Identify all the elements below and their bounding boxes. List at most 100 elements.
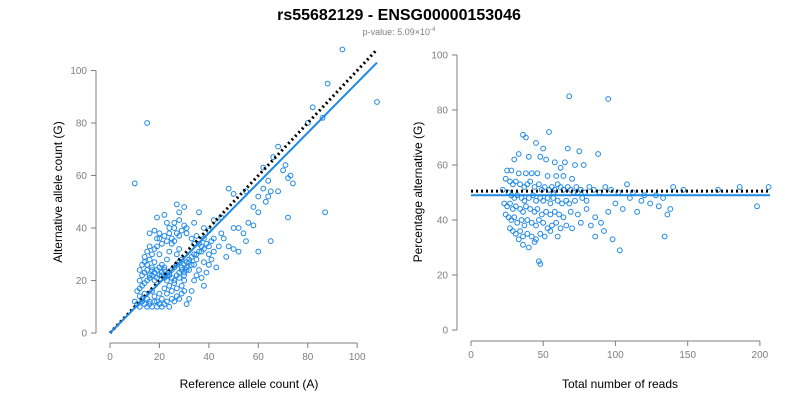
left-data-point — [156, 251, 163, 258]
left-data-point — [166, 230, 173, 237]
right-data-point — [583, 197, 590, 204]
right-x-axis-title: Total number of reads — [562, 377, 678, 391]
left-data-point — [176, 233, 183, 239]
right-data-point — [533, 222, 539, 229]
left-data-point — [146, 256, 153, 263]
right-data-point — [507, 200, 513, 207]
right-data-point — [523, 134, 529, 141]
right-data-point — [524, 217, 531, 223]
left-data-point — [285, 175, 291, 182]
right-data-point — [566, 200, 573, 207]
right-data-point — [595, 151, 601, 157]
left-data-point — [149, 251, 155, 258]
right-scatter-panel: 0 20 40 60 80 100 0 50 100 150 200 Total number of… — [411, 51, 772, 391]
right-data-point — [510, 206, 516, 212]
right-x-tick-label: 100 — [607, 350, 624, 361]
left-data-point — [144, 248, 151, 255]
right-data-point — [556, 211, 562, 218]
left-data-point — [223, 254, 230, 260]
right-data-point — [537, 230, 544, 237]
right-data-point — [518, 195, 525, 201]
right-data-point — [569, 175, 575, 182]
right-data-point — [523, 203, 529, 210]
left-data-point — [206, 261, 212, 268]
left-data-point — [166, 225, 173, 231]
left-data-point — [191, 240, 198, 247]
left-data-point — [215, 243, 222, 250]
left-data-point — [166, 282, 173, 289]
left-data-point — [255, 248, 262, 255]
right-data-point — [567, 208, 574, 215]
left-data-point — [136, 267, 143, 273]
left-data-point — [240, 230, 247, 237]
left-data-point — [208, 256, 215, 263]
left-data-point — [201, 282, 207, 289]
left-data-point — [176, 209, 183, 216]
right-data-point — [655, 203, 662, 210]
left-scatter-panel: 0 20 40 60 80 100 0 20 40 60 80 100 Reference allel… — [51, 46, 380, 391]
left-data-point — [196, 267, 202, 273]
left-data-point — [166, 303, 173, 310]
left-data-point — [225, 243, 232, 250]
right-data-point — [592, 233, 599, 240]
right-data-point — [534, 206, 541, 212]
left-data-point — [324, 80, 331, 87]
right-data-point — [765, 184, 772, 190]
left-x-tick-label: 60 — [253, 352, 265, 363]
left-data-point — [166, 248, 173, 255]
right-data-point — [523, 170, 529, 177]
left-data-point — [161, 212, 168, 218]
right-data-point — [547, 211, 554, 218]
left-data-point — [173, 251, 180, 258]
left-data-point — [131, 180, 138, 187]
right-data-point — [563, 197, 570, 204]
right-data-point — [511, 195, 518, 201]
right-axes: 0 20 40 60 80 100 0 50 100 150 200 — [431, 51, 768, 362]
left-x-tick-label: 40 — [203, 352, 215, 363]
right-data-point — [521, 222, 528, 229]
right-data-point — [634, 208, 640, 215]
left-data-point — [151, 259, 158, 266]
left-data-point — [156, 290, 163, 297]
right-data-point — [540, 145, 547, 152]
left-data-point — [213, 264, 220, 271]
right-data-point — [612, 200, 619, 207]
left-data-point — [136, 277, 143, 284]
right-data-point — [521, 184, 528, 190]
left-data-point — [304, 120, 311, 126]
right-data-point — [580, 162, 587, 168]
left-data-point — [188, 235, 195, 242]
right-data-point — [624, 181, 630, 188]
left-data-point — [262, 198, 269, 205]
left-x-axis-title: Reference allele count (A) — [180, 377, 319, 391]
left-data-point — [319, 114, 326, 121]
left-data-point — [196, 248, 202, 255]
left-data-point — [149, 264, 155, 271]
right-data-point — [551, 208, 558, 215]
left-data-point — [168, 240, 175, 247]
right-data-point — [520, 241, 526, 248]
right-data-point — [533, 140, 539, 146]
right-data-point — [501, 200, 508, 207]
left-data-point — [173, 201, 180, 208]
left-y-axis-title: Alternative allele count (G) — [51, 121, 65, 262]
left-data-point — [322, 209, 329, 216]
right-data-point — [588, 222, 594, 229]
right-data-point — [525, 153, 532, 160]
right-data-point — [557, 164, 564, 171]
left-data-point — [164, 277, 170, 284]
right-data-point — [520, 131, 526, 138]
right-x-tick-label: 200 — [752, 350, 769, 361]
left-data-point — [275, 188, 282, 195]
left-data-point — [201, 235, 207, 242]
right-data-point — [504, 167, 511, 174]
left-data-point — [164, 290, 170, 297]
left-data-point — [178, 282, 185, 289]
right-x-tick-label: 50 — [538, 350, 550, 361]
left-data-point — [171, 219, 178, 226]
right-data-point — [528, 170, 535, 177]
right-data-point — [510, 181, 516, 188]
left-data-point — [181, 222, 188, 229]
right-data-point — [544, 195, 551, 201]
right-points — [499, 93, 772, 267]
